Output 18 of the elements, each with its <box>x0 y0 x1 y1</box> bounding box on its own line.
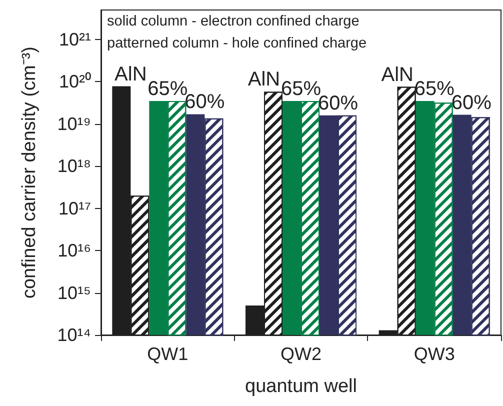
annotation: AlN <box>381 64 414 86</box>
annotation: solid column - electron confined charge <box>107 14 360 30</box>
y-tick-label: 10²¹ <box>58 30 91 50</box>
y-tick-label: 10²⁰ <box>58 72 91 92</box>
y-tick-label: 10¹⁶ <box>58 240 91 261</box>
x-tick-label: QW3 <box>414 344 455 364</box>
y-tick-label: 10¹⁵ <box>58 282 91 303</box>
annotation: patterned column - hole confined charge <box>107 36 367 52</box>
y-axis-title: confined carrier density (cm⁻³) <box>19 46 40 299</box>
annotation: AlN <box>114 63 147 86</box>
y-tick-label: 10¹⁷ <box>58 198 91 218</box>
y-tick-label: 10¹⁹ <box>57 114 91 134</box>
x-axis-title: quantum well <box>245 376 357 397</box>
x-tick-label: QW1 <box>147 344 188 364</box>
y-tick-label: 10¹⁸ <box>57 156 91 176</box>
y-tick-label: 10¹⁴ <box>57 325 91 345</box>
x-tick-label: QW2 <box>280 344 322 364</box>
annotation: AlN <box>248 68 280 91</box>
